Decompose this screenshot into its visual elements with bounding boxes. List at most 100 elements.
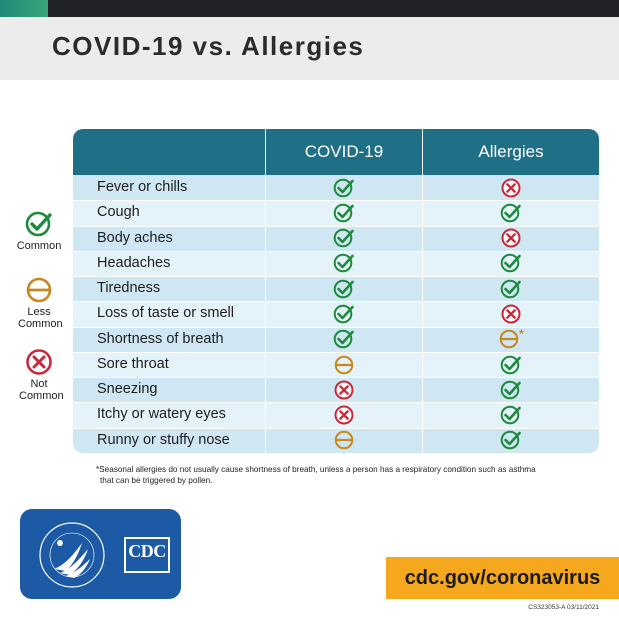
- footnote-line-2: that can be triggered by pollen.: [100, 476, 213, 485]
- url-link[interactable]: cdc.gov/coronavirus: [404, 567, 601, 589]
- allergies-cell: [423, 251, 599, 276]
- allergies-cell: [423, 276, 599, 301]
- dash-icon: [334, 431, 354, 450]
- column-header-allergies: Allergies: [478, 142, 544, 161]
- check-icon: [500, 405, 521, 425]
- row-separator: [73, 276, 599, 278]
- asterisk-mark: *: [519, 327, 524, 342]
- column-header-covid: COVID-19: [304, 142, 384, 161]
- x-icon: [26, 349, 52, 375]
- hhs-cdc-logo: CDC: [20, 509, 181, 599]
- table-row: Itchy or watery eyes: [73, 402, 599, 428]
- legend-not-common: Not Common: [4, 348, 74, 402]
- symptom-label: Body aches: [97, 229, 173, 246]
- check-icon: [500, 203, 521, 223]
- check-icon: [333, 203, 354, 223]
- table-row: Tiredness: [73, 276, 599, 302]
- covid-cell: [266, 175, 422, 200]
- check-icon: [500, 254, 521, 273]
- allergies-cell: [423, 352, 599, 377]
- symptom-label: Tiredness: [97, 280, 161, 297]
- covid-cell: [266, 402, 422, 427]
- check-icon: [333, 254, 354, 273]
- check-icon: [333, 178, 354, 197]
- x-icon: [501, 304, 521, 324]
- covid-cell: [266, 352, 422, 377]
- header-divider: [422, 129, 423, 175]
- table-row: Cough: [73, 200, 599, 226]
- symptom-label: Sore throat: [97, 355, 169, 372]
- column-divider: [422, 175, 423, 453]
- header-band: [0, 17, 619, 80]
- url-banner: cdc.gov/coronavirus: [386, 557, 619, 599]
- symptom-label: Fever or chills: [97, 179, 188, 195]
- check-icon: [500, 279, 521, 299]
- page-title: COVID-19 vs. Allergies: [52, 31, 365, 61]
- row-separator: [73, 301, 599, 303]
- footnote-line-1: *Seasonal allergies do not usually cause…: [96, 465, 536, 474]
- footnote: *Seasonal allergies do not usually cause…: [96, 464, 536, 486]
- hhs-seal-icon: [39, 522, 105, 588]
- legend-common: Common: [4, 210, 74, 252]
- allergies-cell: [423, 175, 599, 200]
- table-row: Loss of taste or smell: [73, 301, 599, 327]
- symptom-label: Itchy or watery eyes: [97, 406, 226, 423]
- row-separator: [73, 351, 599, 353]
- row-separator: [73, 427, 599, 429]
- symptom-label: Loss of taste or smell: [97, 305, 234, 322]
- covid-cell: [266, 301, 422, 326]
- header-divider: [265, 129, 266, 175]
- check-icon: [333, 329, 354, 349]
- allergies-cell: [423, 377, 599, 402]
- symptom-label: Sneezing: [97, 381, 158, 398]
- row-separator: [73, 377, 599, 379]
- symptom-label: Shortness of breath: [97, 330, 224, 347]
- allergies-cell: *: [423, 327, 599, 352]
- table-row: Sore throat: [73, 351, 599, 378]
- legend-label-less-common: Less Common: [18, 306, 63, 330]
- row-separator: [73, 200, 599, 202]
- row-separator: [73, 326, 599, 328]
- x-icon: [334, 380, 354, 400]
- x-icon: [501, 178, 521, 198]
- allergies-cell: [423, 301, 599, 326]
- table-row: Headaches: [73, 250, 599, 277]
- row-separator: [73, 250, 599, 252]
- dash-icon: [26, 277, 52, 303]
- row-separator: [73, 225, 599, 227]
- x-icon: [501, 228, 521, 248]
- symptom-label: Headaches: [97, 254, 171, 271]
- table-body: Fever or chills Cough Body aches Headaches T…: [73, 175, 599, 453]
- comparison-table: COVID-19 Allergies Fever or chills Cough B…: [73, 129, 599, 453]
- check-icon: [333, 304, 354, 324]
- check-icon: [500, 355, 521, 374]
- cdc-mark: [124, 537, 170, 573]
- legend-label-common: Common: [16, 240, 62, 252]
- row-separator: [73, 402, 599, 404]
- dash-icon: [499, 329, 519, 349]
- check-icon: [500, 431, 521, 450]
- table-row: Fever or chills: [73, 175, 599, 201]
- legend-less-common: Less Common: [4, 276, 74, 330]
- top-bar-accent: [0, 0, 48, 17]
- check-icon: [333, 228, 354, 248]
- covid-cell: [266, 226, 422, 251]
- covid-cell: [266, 428, 422, 453]
- allergies-cell: [423, 226, 599, 251]
- covid-cell: [266, 200, 422, 225]
- allergies-cell: [423, 428, 599, 453]
- allergies-cell: [423, 402, 599, 427]
- symptom-label: Cough: [97, 204, 140, 221]
- covid-cell: [266, 276, 422, 301]
- x-icon: [334, 405, 354, 425]
- legend-label-not-common: Not Common: [19, 378, 64, 402]
- table-row: Runny or stuffy nose: [73, 427, 599, 453]
- check-icon: [500, 380, 521, 400]
- covid-cell: [266, 377, 422, 402]
- covid-cell: [266, 251, 422, 276]
- dash-icon: [334, 355, 354, 374]
- cdc-logo-text: CDC: [128, 541, 166, 561]
- table-row: Shortness of breath *: [73, 326, 599, 352]
- allergies-cell: [423, 200, 599, 225]
- column-divider: [265, 175, 266, 453]
